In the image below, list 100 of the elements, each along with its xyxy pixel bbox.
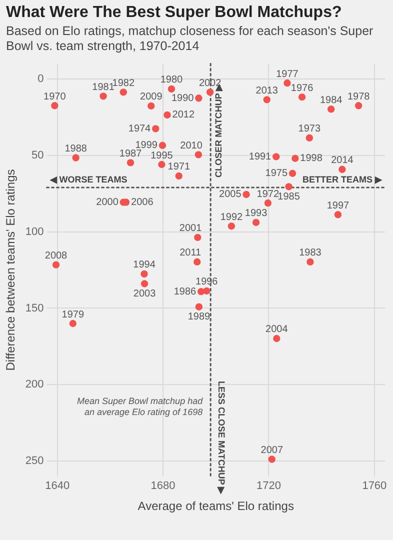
annotation: 1988 <box>64 144 88 155</box>
point <box>285 183 292 190</box>
point <box>298 93 306 101</box>
annotation: 2009 <box>140 92 163 103</box>
annotation: 2008 <box>44 250 68 262</box>
point <box>338 166 346 173</box>
annotation: 2003 <box>133 288 156 300</box>
point <box>100 92 107 100</box>
chart-subtitle: Based on Elo ratings, matchup closeness for each season's Super Bowl vs. team strength, 1970-2014 <box>6 24 374 54</box>
point <box>268 456 276 463</box>
annotation: 1980 <box>160 74 184 86</box>
annotation: 2007 <box>260 445 284 456</box>
point <box>194 258 201 266</box>
annotation: ◀ WORSE TEAMS <box>48 174 128 184</box>
x-tick-label: 1680 <box>150 480 176 492</box>
y-tick-label: 100 <box>25 226 44 238</box>
point <box>288 170 296 177</box>
annotation: 1976 <box>290 82 314 94</box>
annotation: 1997 <box>326 200 350 212</box>
annotation: 2013 <box>256 85 278 96</box>
annotation: 1989 <box>188 312 211 323</box>
point <box>292 154 299 162</box>
point <box>327 106 335 113</box>
point <box>158 160 166 168</box>
annotation: 1981 <box>92 82 115 93</box>
annotation: 1972 <box>256 188 280 200</box>
point <box>164 111 171 119</box>
point <box>228 222 236 230</box>
y-tick-label: 0 <box>38 72 44 85</box>
annotation: 1979 <box>62 309 84 320</box>
y-tick-label: 200 <box>25 378 44 391</box>
annotation: 2010 <box>180 140 203 152</box>
point <box>264 199 272 207</box>
annotation: 1973 <box>298 124 321 135</box>
annotation: 2014 <box>331 155 354 166</box>
point <box>168 85 176 93</box>
point <box>354 102 362 110</box>
annotation: LESS CLOSE MATCHUP ▶ <box>216 381 227 496</box>
annotation: 1978 <box>347 91 370 102</box>
y-tick-label: 150 <box>25 302 44 314</box>
annotation: 2005 <box>219 189 242 200</box>
point <box>152 125 160 132</box>
point <box>263 96 270 104</box>
annotation: 1974 <box>128 123 152 134</box>
x-axis-title: Average of teams' Elo ratings <box>138 499 294 514</box>
point <box>252 218 260 226</box>
annotation: 1985 <box>278 191 300 202</box>
x-tick-label: 1760 <box>362 480 387 492</box>
y-axis-title: Difference between teams' Elo ratings <box>4 169 18 371</box>
annotation: 1977 <box>276 68 299 80</box>
x-tick-label: 1720 <box>256 480 281 492</box>
annotation: 2011 <box>180 248 202 259</box>
ref-line-label: Mean Super Bowl matchup had an average Elo rating of 1698 <box>77 396 204 417</box>
point <box>69 320 77 328</box>
chart-title: What Were The Best Super Bowl Matchups? <box>6 4 343 22</box>
point <box>284 79 291 87</box>
point <box>306 134 314 142</box>
annotation: 1996 <box>196 276 218 288</box>
point <box>140 270 148 278</box>
point <box>306 258 314 266</box>
annotation: 2004 <box>266 324 288 336</box>
annotation: 1992 <box>220 212 244 223</box>
point <box>126 159 134 166</box>
point <box>158 142 166 149</box>
point <box>194 234 202 242</box>
x-tick-label: 1640 <box>45 480 70 492</box>
annotation: 1991 <box>248 151 272 162</box>
point <box>140 280 148 288</box>
annotation: 1993 <box>244 208 268 220</box>
annotation: 2000 <box>96 197 119 208</box>
annotation: 1971 <box>168 162 190 173</box>
point <box>194 151 202 158</box>
point <box>272 153 280 160</box>
annotation: 1995 <box>150 150 174 162</box>
point <box>195 303 203 310</box>
point <box>52 261 60 268</box>
y-tick-label: 250 <box>25 455 44 468</box>
point <box>195 94 202 102</box>
y-tick-label: 50 <box>32 149 44 162</box>
point <box>273 334 280 342</box>
annotation: 1975 <box>265 168 288 180</box>
point <box>175 172 182 180</box>
annotation: 1990 <box>171 92 194 104</box>
annotation: BETTER TEAMS ▶ <box>302 174 383 184</box>
point <box>120 88 127 96</box>
point <box>242 190 250 198</box>
annotation: 1982 <box>112 78 135 89</box>
annotation: 2001 <box>179 223 202 234</box>
annotation: 2012 <box>172 110 195 121</box>
annotation: 2006 <box>131 197 154 208</box>
point <box>334 211 342 218</box>
annotation: 1970 <box>44 91 66 102</box>
point <box>148 102 155 110</box>
annotation: 1994 <box>133 260 156 271</box>
point <box>197 288 205 296</box>
annotation: 1983 <box>299 248 322 259</box>
point <box>72 154 80 162</box>
annotation: 1984 <box>320 94 343 106</box>
point <box>51 102 58 110</box>
annotation: 1986 <box>174 286 197 298</box>
